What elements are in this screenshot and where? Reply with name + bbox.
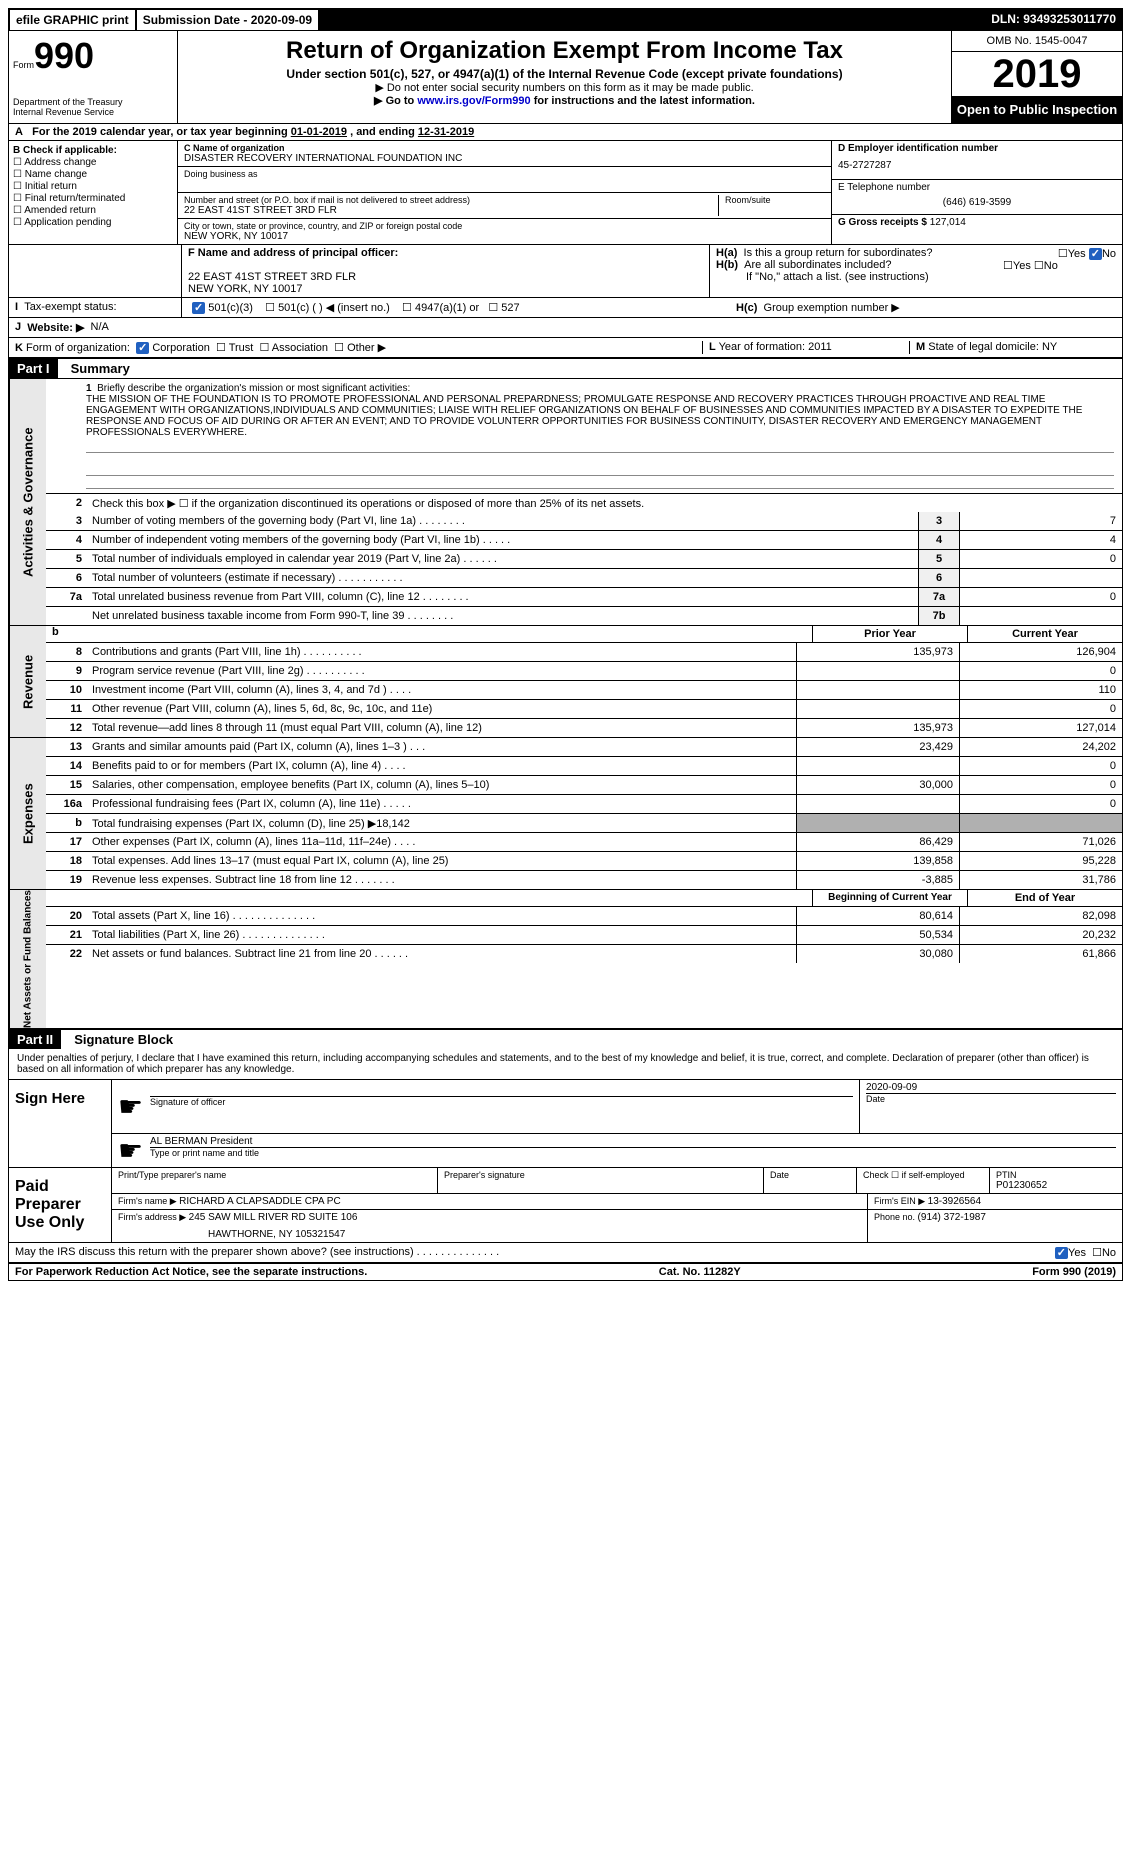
cb-final-return[interactable]: ☐ Final return/terminated: [13, 193, 173, 204]
cb-name-change[interactable]: ☐ Name change: [13, 169, 173, 180]
data-line: 19Revenue less expenses. Subtract line 1…: [46, 871, 1122, 889]
gov-line: Net unrelated business taxable income fr…: [46, 607, 1122, 625]
section-a: A For the 2019 calendar year, or tax yea…: [9, 124, 1122, 141]
gov-line: 6Total number of volunteers (estimate if…: [46, 569, 1122, 588]
open-to-public: Open to Public Inspection: [952, 96, 1122, 123]
org-city: NEW YORK, NY 10017: [184, 231, 825, 242]
side-net-assets: Net Assets or Fund Balances: [9, 890, 46, 1028]
data-line: 10Investment income (Part VIII, column (…: [46, 681, 1122, 700]
form-title: Return of Organization Exempt From Incom…: [186, 37, 943, 65]
efile-label: efile GRAPHIC print: [9, 9, 136, 31]
data-line: 20Total assets (Part X, line 16) . . . .…: [46, 907, 1122, 926]
data-line: bTotal fundraising expenses (Part IX, co…: [46, 814, 1122, 833]
mission-block: 1 Briefly describe the organization's mi…: [46, 379, 1122, 494]
part-2: Part II Signature Block Under penalties …: [9, 1030, 1122, 1264]
side-governance: Activities & Governance: [9, 379, 46, 625]
col-c-org-info: C Name of organization DISASTER RECOVERY…: [178, 141, 831, 244]
gov-line: 4Number of independent voting members of…: [46, 531, 1122, 550]
omb-number: OMB No. 1545-0047: [952, 31, 1122, 52]
dln: DLN: 93493253011770: [985, 9, 1122, 31]
gov-line: 3Number of voting members of the governi…: [46, 512, 1122, 531]
side-expenses: Expenses: [9, 738, 46, 889]
row-k-l-m: K Form of organization: ✓ Corporation ☐ …: [9, 338, 1122, 359]
form-number: 990: [34, 35, 94, 76]
data-line: 11Other revenue (Part VIII, column (A), …: [46, 700, 1122, 719]
org-name: DISASTER RECOVERY INTERNATIONAL FOUNDATI…: [184, 153, 825, 164]
col-d-numbers: D Employer identification number 45-2727…: [831, 141, 1122, 244]
phone: (646) 619-3599: [838, 193, 1116, 212]
data-line: 15Salaries, other compensation, employee…: [46, 776, 1122, 795]
website-note: ▶ Go to www.irs.gov/Form990 for instruct…: [186, 94, 943, 107]
gov-line: 7aTotal unrelated business revenue from …: [46, 588, 1122, 607]
data-line: 13Grants and similar amounts paid (Part …: [46, 738, 1122, 757]
dept-treasury: Department of the Treasury Internal Reve…: [13, 97, 173, 117]
data-line: 22Net assets or fund balances. Subtract …: [46, 945, 1122, 963]
data-line: 12Total revenue—add lines 8 through 11 (…: [46, 719, 1122, 737]
form-subtitle: Under section 501(c), 527, or 4947(a)(1)…: [186, 67, 943, 81]
data-line: 17Other expenses (Part IX, column (A), l…: [46, 833, 1122, 852]
row-i-tax-status: I Tax-exempt status: ✓ 501(c)(3) ☐ 501(c…: [9, 298, 1122, 318]
ssn-note: ▶ Do not enter social security numbers o…: [186, 81, 943, 94]
paid-preparer-label: Paid Preparer Use Only: [9, 1168, 112, 1242]
part-1: Part I Summary Activities & Governance 1…: [9, 359, 1122, 1030]
gov-line: 5Total number of individuals employed in…: [46, 550, 1122, 569]
irs-link[interactable]: www.irs.gov/Form990: [417, 95, 530, 107]
data-line: 8Contributions and grants (Part VIII, li…: [46, 643, 1122, 662]
form-footer: For Paperwork Reduction Act Notice, see …: [9, 1264, 1122, 1280]
ptin: P01230652: [996, 1180, 1116, 1191]
row-j-website: J Website: ▶ N/A: [9, 318, 1122, 338]
row-f-h: F Name and address of principal officer:…: [9, 245, 1122, 298]
tax-year: 2019: [952, 52, 1122, 96]
data-line: 9Program service revenue (Part VIII, lin…: [46, 662, 1122, 681]
mission-text: THE MISSION OF THE FOUNDATION IS TO PROM…: [86, 394, 1114, 453]
gross-receipts: 127,014: [930, 217, 966, 228]
data-line: 18Total expenses. Add lines 13–17 (must …: [46, 852, 1122, 871]
perjury-statement: Under penalties of perjury, I declare th…: [9, 1049, 1122, 1080]
ein: 45-2727287: [838, 154, 1116, 177]
firm-ein: 13-3926564: [928, 1196, 981, 1207]
identity-grid: B Check if applicable: ☐ Address change …: [9, 141, 1122, 245]
discuss-row: May the IRS discuss this return with the…: [9, 1243, 1122, 1264]
col-current-year: Current Year: [967, 626, 1122, 643]
sign-here-label: Sign Here: [9, 1080, 112, 1167]
cb-address-change[interactable]: ☐ Address change: [13, 157, 173, 168]
col-b-checkboxes: B Check if applicable: ☐ Address change …: [9, 141, 178, 244]
top-bar: efile GRAPHIC print Submission Date - 20…: [9, 9, 1122, 31]
side-revenue: Revenue: [9, 626, 46, 737]
col-prior-year: Prior Year: [812, 626, 967, 643]
data-line: 21Total liabilities (Part X, line 26) . …: [46, 926, 1122, 945]
cb-initial-return[interactable]: ☐ Initial return: [13, 181, 173, 192]
org-street: 22 EAST 41ST STREET 3RD FLR: [184, 205, 718, 216]
data-line: 16aProfessional fundraising fees (Part I…: [46, 795, 1122, 814]
form-header: Form990 Department of the Treasury Inter…: [9, 31, 1122, 124]
cb-application-pending[interactable]: ☐ Application pending: [13, 217, 173, 228]
submission-date: Submission Date - 2020-09-09: [136, 9, 319, 31]
firm-name: RICHARD A CLAPSADDLE CPA PC: [179, 1196, 341, 1207]
officer-name: AL BERMAN President: [150, 1136, 1116, 1147]
data-line: 14Benefits paid to or for members (Part …: [46, 757, 1122, 776]
form-990-container: efile GRAPHIC print Submission Date - 20…: [8, 8, 1123, 1281]
cb-amended[interactable]: ☐ Amended return: [13, 205, 173, 216]
